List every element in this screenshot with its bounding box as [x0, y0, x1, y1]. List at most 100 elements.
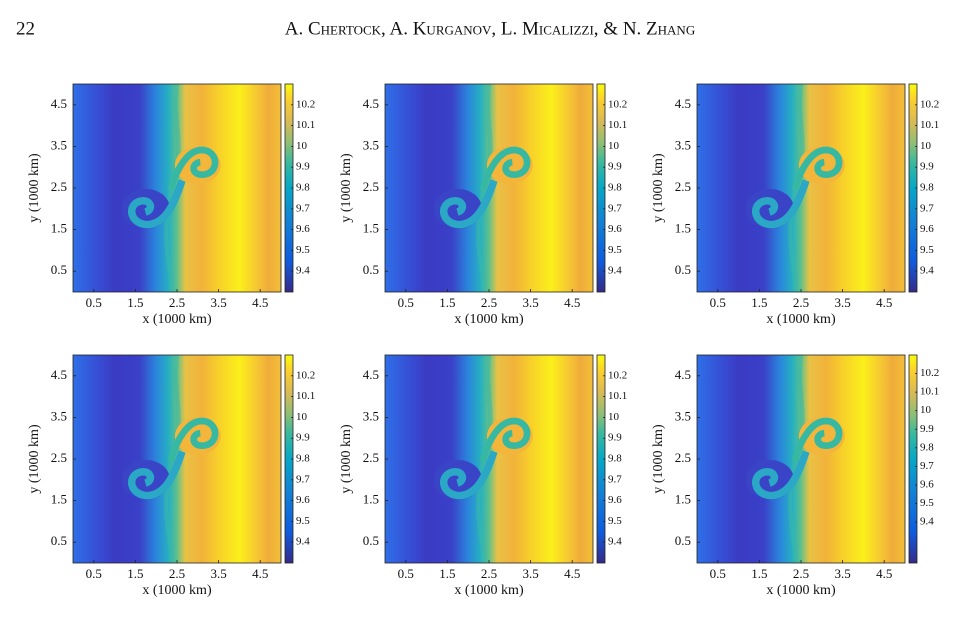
- colorbar-tick-label: 10: [608, 140, 620, 152]
- heatmap: [697, 84, 905, 292]
- y-tick-label: 1.5: [363, 492, 379, 507]
- x-tick-label: 2.5: [481, 295, 497, 310]
- x-tick-label: 2.5: [169, 295, 185, 310]
- colorbar-tick-label: 9.6: [920, 223, 934, 235]
- colorbar-tick-label: 9.4: [608, 536, 622, 548]
- colorbar-tick-label: 9.9: [920, 161, 934, 173]
- x-tick-label: 3.5: [522, 295, 538, 310]
- colorbar-tick-label: 9.8: [296, 453, 310, 465]
- y-tick-label: 0.5: [675, 262, 691, 277]
- y-tick-label: 4.5: [51, 96, 67, 111]
- x-tick-label: 2.5: [169, 566, 185, 581]
- colorbar-tick-label: 9.8: [920, 441, 934, 453]
- colorbar-tick-label: 9.8: [608, 182, 622, 194]
- x-tick-label: 4.5: [876, 295, 892, 310]
- colorbar-tick-label: 9.7: [296, 202, 310, 214]
- x-tick-label: 3.5: [522, 566, 538, 581]
- colorbar-tick-label: 10: [608, 411, 620, 423]
- y-tick-label: 0.5: [51, 533, 67, 548]
- colorbar-tick-label: 9.5: [296, 244, 310, 256]
- y-tick-label: 3.5: [51, 137, 67, 152]
- x-tick-label: 4.5: [564, 566, 580, 581]
- y-tick-label: 3.5: [675, 137, 691, 152]
- colorbar-tick-label: 9.9: [296, 161, 310, 173]
- y-tick-label: 3.5: [363, 137, 379, 152]
- panel: 0.5 1.5 2.5 3.5 4.5 0.5 1.5 2.5 3.5 4.5 x (1000 km…: [27, 354, 315, 598]
- x-tick-label: 0.5: [398, 566, 414, 581]
- x-tick-label: 1.5: [439, 295, 455, 310]
- y-tick-label: 2.5: [51, 179, 67, 194]
- y-tick-label: 1.5: [675, 221, 691, 236]
- x-axis-label: x (1000 km): [766, 312, 836, 327]
- x-tick-label: 2.5: [793, 295, 809, 310]
- y-axis-label: y (1000 km): [27, 153, 42, 223]
- colorbar-tick-label: 9.6: [608, 494, 622, 506]
- colorbar-tick-label: 9.6: [296, 223, 310, 235]
- colorbar-tick-label: 9.4: [608, 265, 622, 277]
- colorbar-tick-label: 9.5: [296, 515, 310, 527]
- x-axis-label: x (1000 km): [142, 583, 212, 598]
- colorbar-tick-label: 10.1: [608, 119, 627, 131]
- x-tick-label: 0.5: [710, 295, 726, 310]
- x-tick-label: 3.5: [834, 295, 850, 310]
- y-tick-label: 0.5: [363, 262, 379, 277]
- x-tick-label: 4.5: [252, 295, 268, 310]
- x-tick-label: 3.5: [210, 295, 226, 310]
- colorbar-tick-label: 10.2: [296, 369, 315, 381]
- x-tick-label: 4.5: [252, 566, 268, 581]
- colorbar-tick-label: 9.9: [296, 432, 310, 444]
- colorbar-tick-label: 10: [920, 140, 932, 152]
- colorbar-tick-label: 9.4: [296, 265, 310, 277]
- colorbar-tick-label: 9.6: [608, 223, 622, 235]
- colorbar-tick-label: 10.1: [920, 119, 939, 131]
- y-tick-label: 4.5: [363, 367, 379, 382]
- x-tick-label: 1.5: [127, 566, 143, 581]
- y-tick-label: 0.5: [51, 262, 67, 277]
- x-axis-label: x (1000 km): [454, 583, 524, 598]
- colorbar-tick-label: 9.8: [296, 182, 310, 194]
- y-tick-label: 0.5: [363, 533, 379, 548]
- heatmap: [697, 355, 905, 563]
- x-tick-label: 1.5: [751, 295, 767, 310]
- y-tick-label: 3.5: [51, 408, 67, 423]
- colorbar-tick-label: 10.2: [920, 98, 939, 110]
- x-axis-label: x (1000 km): [454, 312, 524, 327]
- y-tick-label: 3.5: [675, 408, 691, 423]
- x-tick-label: 4.5: [876, 566, 892, 581]
- colorbar-tick-label: 10: [920, 404, 932, 416]
- x-tick-label: 2.5: [793, 566, 809, 581]
- colorbar-tick-label: 9.5: [920, 497, 934, 509]
- y-tick-label: 1.5: [675, 492, 691, 507]
- colorbar-tick-label: 9.8: [608, 453, 622, 465]
- colorbar: [908, 354, 918, 564]
- y-tick-label: 2.5: [363, 179, 379, 194]
- x-tick-label: 0.5: [710, 566, 726, 581]
- y-axis-label: y (1000 km): [651, 424, 666, 494]
- colorbar-tick-label: 10.2: [608, 369, 627, 381]
- colorbar-tick-label: 9.5: [920, 244, 934, 256]
- colorbar-tick-label: 9.7: [296, 473, 310, 485]
- x-tick-label: 0.5: [86, 295, 102, 310]
- heatmap: [73, 84, 281, 292]
- colorbar-tick-label: 9.6: [920, 479, 934, 491]
- colorbar-tick-label: 9.8: [920, 182, 934, 194]
- colorbar-tick-label: 9.5: [608, 244, 622, 256]
- x-tick-label: 0.5: [398, 295, 414, 310]
- colorbar-tick-label: 9.7: [608, 202, 622, 214]
- y-tick-label: 1.5: [363, 221, 379, 236]
- x-tick-label: 4.5: [564, 295, 580, 310]
- y-tick-label: 1.5: [51, 492, 67, 507]
- panel: 0.5 1.5 2.5 3.5 4.5 0.5 1.5 2.5 3.5 4.5 x (1000 km…: [339, 354, 627, 598]
- panel: 0.5 1.5 2.5 3.5 4.5 0.5 1.5 2.5 3.5 4.5 x (1000 km…: [651, 83, 939, 327]
- colorbar-tick-label: 9.9: [608, 161, 622, 173]
- x-tick-label: 1.5: [751, 566, 767, 581]
- y-tick-label: 2.5: [675, 179, 691, 194]
- panel: 0.5 1.5 2.5 3.5 4.5 0.5 1.5 2.5 3.5 4.5 x (1000 km…: [27, 83, 315, 327]
- colorbar-tick-label: 9.5: [608, 515, 622, 527]
- y-axis-label: y (1000 km): [339, 424, 354, 494]
- x-tick-label: 0.5: [86, 566, 102, 581]
- y-axis-label: y (1000 km): [339, 153, 354, 223]
- y-tick-label: 3.5: [363, 408, 379, 423]
- y-axis-label: y (1000 km): [651, 153, 666, 223]
